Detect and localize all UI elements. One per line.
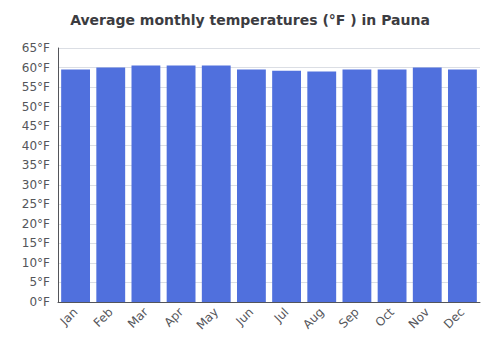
svg-text:Nov: Nov (406, 305, 432, 331)
svg-text:Jan: Jan (57, 305, 81, 329)
svg-text:Aug: Aug (300, 305, 326, 331)
svg-text:55°F: 55°F (22, 80, 50, 94)
svg-text:50°F: 50°F (22, 100, 50, 114)
svg-text:5°F: 5°F (29, 275, 50, 289)
svg-text:0°F: 0°F (29, 295, 50, 309)
svg-text:60°F: 60°F (22, 61, 50, 75)
svg-text:25°F: 25°F (22, 197, 50, 211)
svg-text:Average monthly temperatures (: Average monthly temperatures (°F ) in Pa… (70, 12, 430, 28)
svg-text:45°F: 45°F (22, 119, 50, 133)
svg-text:35°F: 35°F (22, 158, 50, 172)
svg-text:Feb: Feb (91, 305, 116, 330)
svg-text:10°F: 10°F (22, 256, 50, 270)
svg-text:Mar: Mar (125, 305, 151, 331)
svg-text:65°F: 65°F (22, 41, 50, 55)
svg-text:Jul: Jul (271, 305, 292, 326)
svg-text:Apr: Apr (161, 305, 186, 330)
svg-text:Dec: Dec (441, 305, 467, 331)
svg-text:40°F: 40°F (22, 139, 50, 153)
svg-text:15°F: 15°F (22, 236, 50, 250)
svg-text:Oct: Oct (372, 305, 397, 330)
svg-text:Sep: Sep (336, 305, 362, 331)
svg-text:30°F: 30°F (22, 178, 50, 192)
svg-text:Jun: Jun (233, 305, 257, 329)
svg-text:May: May (194, 305, 221, 332)
svg-text:20°F: 20°F (22, 217, 50, 231)
